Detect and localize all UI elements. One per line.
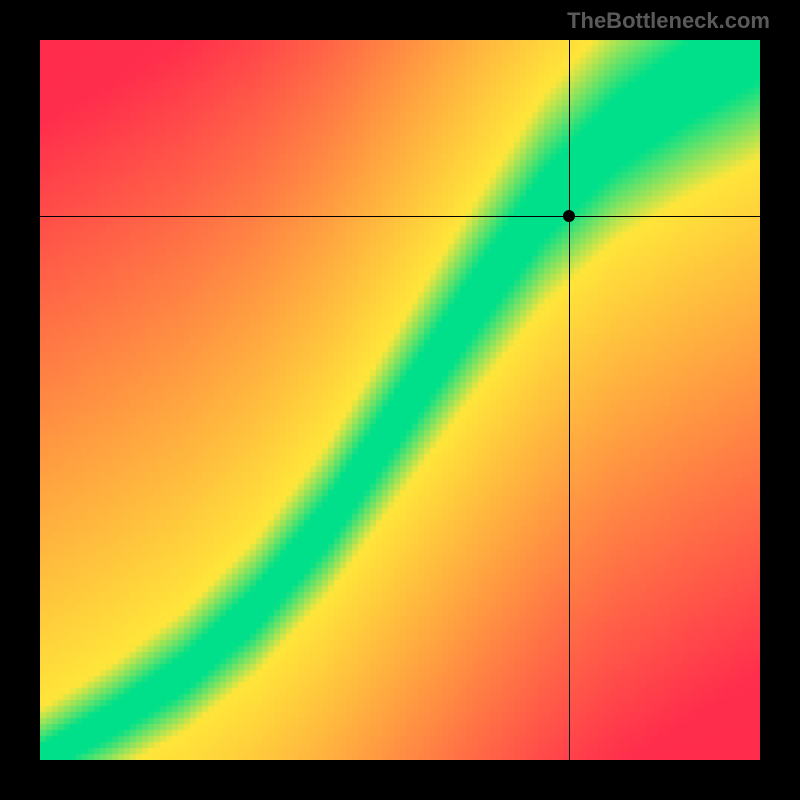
- watermark-text: TheBottleneck.com: [567, 8, 770, 34]
- heatmap-canvas: [40, 40, 760, 760]
- selection-marker: [563, 210, 575, 222]
- crosshair-vertical: [569, 40, 570, 760]
- plot-area: [40, 40, 760, 760]
- crosshair-horizontal: [40, 216, 760, 217]
